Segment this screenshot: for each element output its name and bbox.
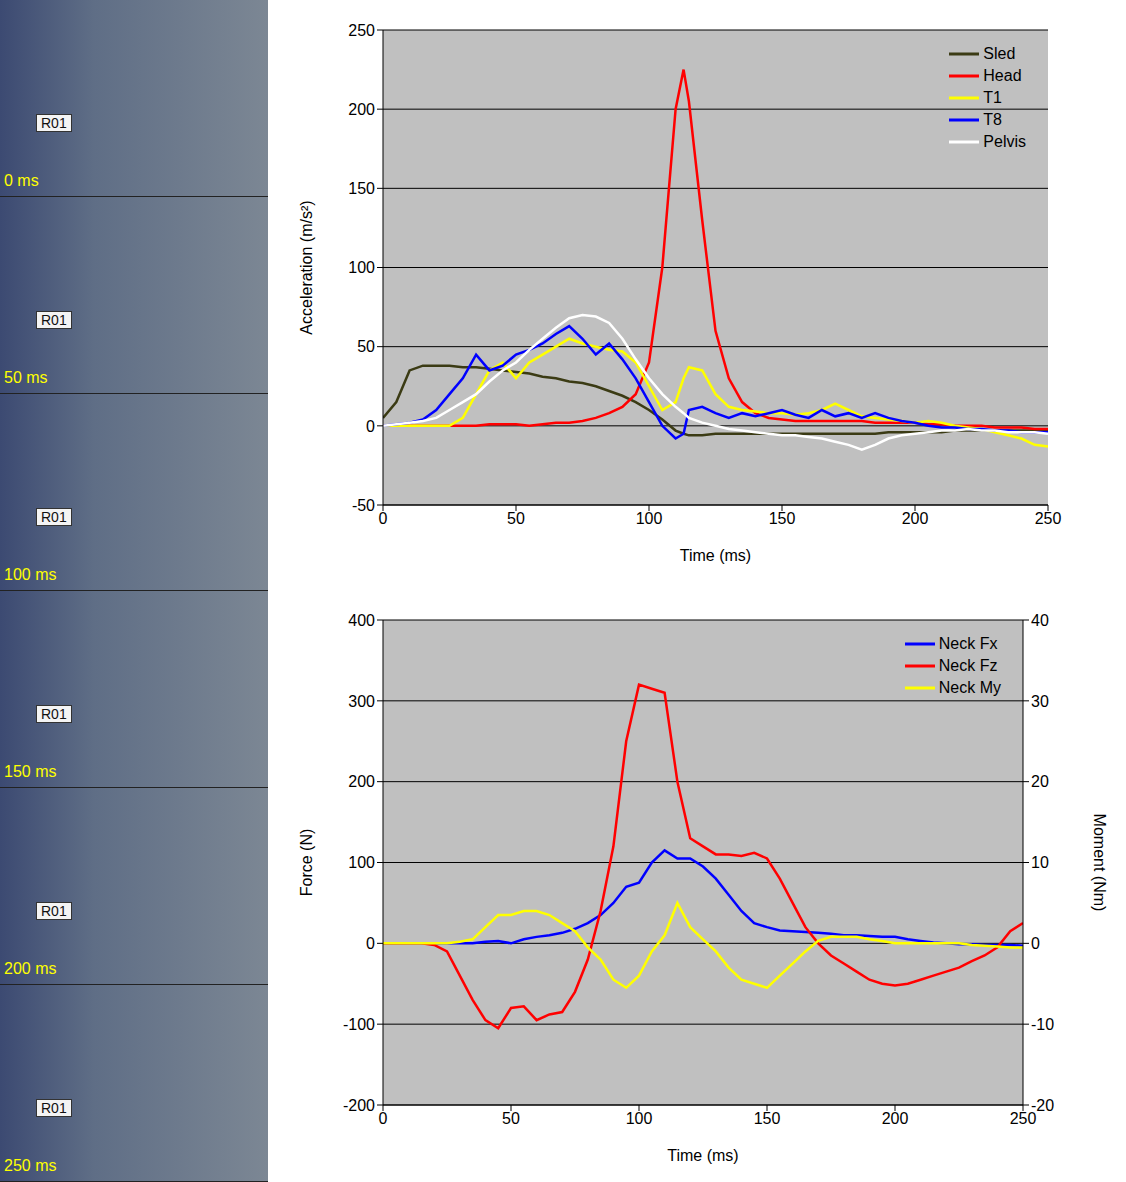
- html-text:R01: R01: [41, 1099, 67, 1116]
- html-text:Neck My: Neck My: [938, 679, 1001, 696]
- html-text:Neck Fz: Neck Fz: [938, 657, 998, 674]
- html-text:R01: R01: [41, 508, 67, 525]
- svg-text:200: 200: [348, 101, 375, 118]
- svg-text:20: 20: [1031, 773, 1049, 790]
- svg-text:150: 150: [754, 1110, 781, 1127]
- svg-text:200: 200: [348, 773, 375, 790]
- svg-text:Moment (Nm): Moment (Nm): [1091, 814, 1108, 912]
- html-text:Neck Fx: Neck Fx: [938, 635, 998, 652]
- html-text:150 ms: 150 ms: [4, 763, 57, 780]
- html-text:200 ms: 200 ms: [4, 960, 57, 977]
- html-text:Sled: Sled: [983, 45, 1016, 62]
- html-text:R01: R01: [41, 705, 67, 722]
- svg-text:100: 100: [348, 259, 375, 276]
- svg-text:Time (ms): Time (ms): [667, 1147, 738, 1164]
- html-text:Head: Head: [983, 67, 1022, 84]
- svg-text:50: 50: [507, 510, 525, 527]
- html-text:250 ms: 250 ms: [4, 1157, 57, 1174]
- svg-text:150: 150: [769, 510, 796, 527]
- html-text:100 ms: 100 ms: [4, 566, 57, 583]
- svg-text:50: 50: [357, 338, 375, 355]
- svg-text:0: 0: [366, 935, 375, 952]
- svg-text:30: 30: [1031, 693, 1049, 710]
- svg-text:10: 10: [1031, 854, 1049, 871]
- svg-text:-50: -50: [352, 497, 375, 514]
- html-text:R01: R01: [41, 311, 67, 328]
- svg-text:0: 0: [366, 418, 375, 435]
- svg-text:0: 0: [379, 510, 388, 527]
- html-text:Pelvis: Pelvis: [983, 133, 1026, 150]
- svg-text:100: 100: [636, 510, 663, 527]
- html-text:R01: R01: [41, 114, 67, 131]
- svg-text:100: 100: [348, 854, 375, 871]
- svg-text:-100: -100: [343, 1016, 375, 1033]
- svg-text:200: 200: [902, 510, 929, 527]
- svg-text:-20: -20: [1031, 1097, 1054, 1114]
- svg-text:300: 300: [348, 693, 375, 710]
- svg-text:400: 400: [348, 612, 375, 629]
- svg-text:Time (ms): Time (ms): [680, 547, 751, 564]
- html-text:50 ms: 50 ms: [4, 369, 48, 386]
- svg-text:100: 100: [626, 1110, 653, 1127]
- svg-text:-10: -10: [1031, 1016, 1054, 1033]
- svg-text:0: 0: [379, 1110, 388, 1127]
- html-text:T1: T1: [983, 89, 1002, 106]
- svg-text:0: 0: [1031, 935, 1040, 952]
- svg-text:50: 50: [502, 1110, 520, 1127]
- svg-text:-200: -200: [343, 1097, 375, 1114]
- svg-text:200: 200: [882, 1110, 909, 1127]
- svg-text:Acceleration (m/s²): Acceleration (m/s²): [298, 200, 315, 334]
- svg-text:Force (N): Force (N): [298, 829, 315, 897]
- html-text:T8: T8: [983, 111, 1002, 128]
- svg-text:250: 250: [348, 22, 375, 39]
- svg-text:250: 250: [1009, 1110, 1037, 1128]
- html-text:0 ms: 0 ms: [4, 172, 39, 189]
- svg-text:250: 250: [1035, 510, 1062, 527]
- html-text:R01: R01: [41, 902, 67, 919]
- svg-text:150: 150: [348, 180, 375, 197]
- svg-text:40: 40: [1031, 612, 1049, 629]
